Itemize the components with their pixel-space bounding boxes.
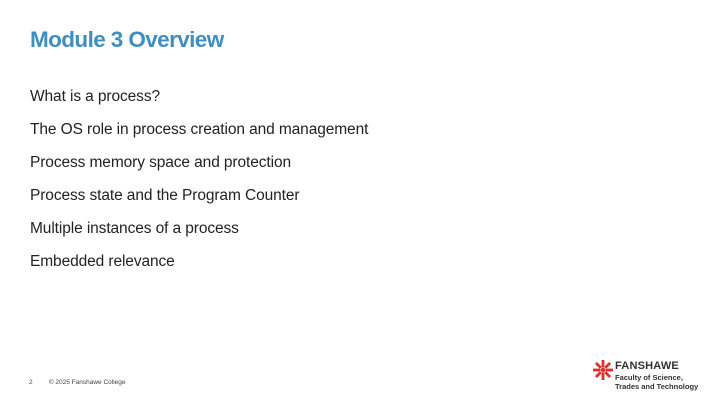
page-number: 2: [29, 379, 33, 386]
fanshawe-logo: FANSHAWE Faculty of Science, Trades and …: [592, 357, 712, 397]
logo-faculty-line2: Trades and Technology: [615, 382, 699, 391]
bullet-item: Multiple instances of a process: [30, 220, 239, 237]
fanshawe-star-logo-icon: [593, 360, 613, 380]
bullet-item: Embedded relevance: [30, 253, 175, 270]
slide-title: Module 3 Overview: [30, 27, 224, 52]
bullet-item: Process state and the Program Counter: [30, 187, 300, 204]
bullet-item: Process memory space and protection: [30, 154, 291, 171]
logo-brand-text: FANSHAWE: [615, 360, 679, 372]
logo-faculty-line1: Faculty of Science,: [615, 373, 683, 382]
slide-footer: 2 © 2025 Fanshawe College: [29, 379, 126, 386]
copyright-text: © 2025 Fanshawe College: [48, 379, 126, 386]
bullet-item: What is a process?: [30, 88, 161, 105]
bullet-item: The OS role in process creation and mana…: [30, 121, 369, 138]
bullet-list: What is a process? The OS role in proces…: [30, 87, 368, 285]
logo-faculty-text: Faculty of Science, Trades and Technolog…: [615, 373, 698, 391]
